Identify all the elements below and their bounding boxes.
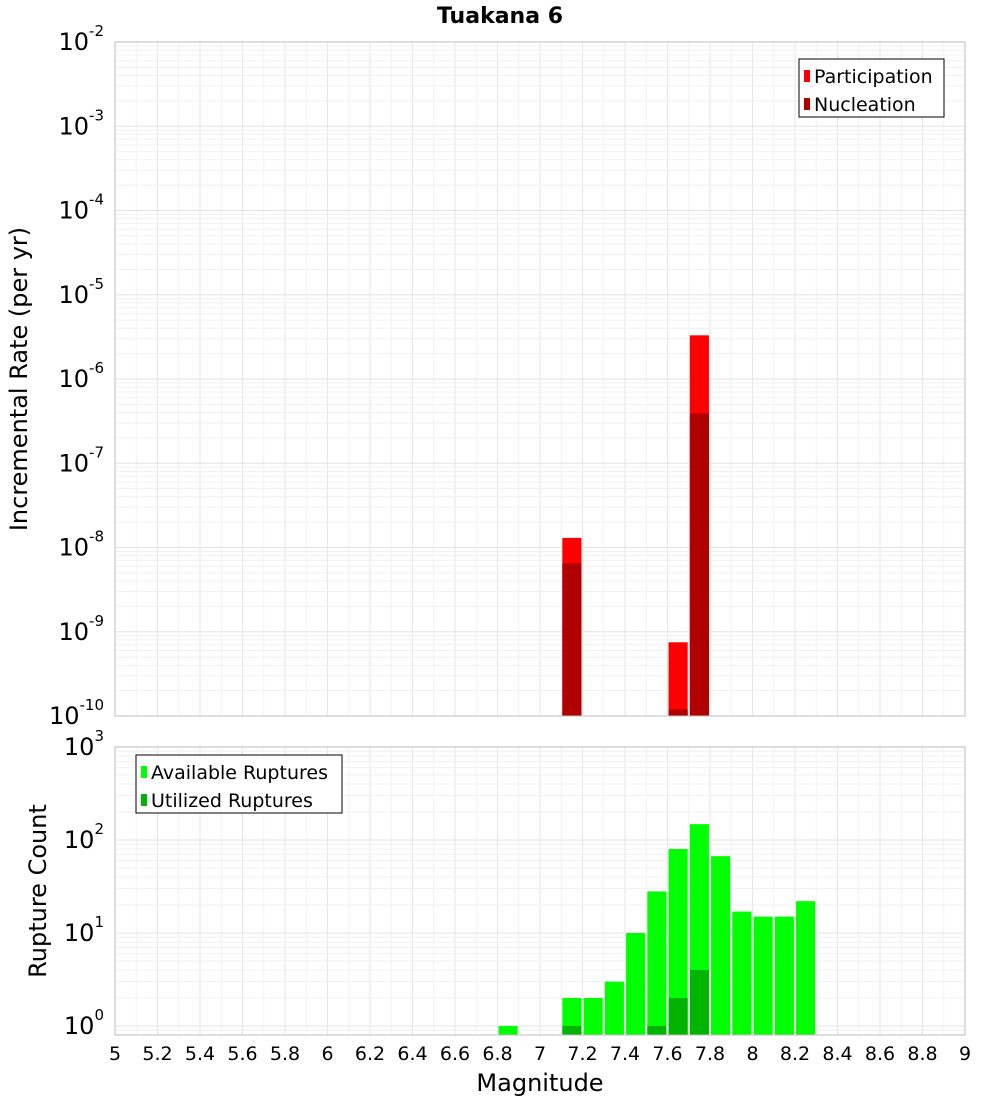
count-bar-0-6 xyxy=(668,849,688,1035)
rate-y-axis-title: Incremental Rate (per yr) xyxy=(5,227,33,531)
legend-swatch-0 xyxy=(141,766,147,778)
y-tick-label: 103 xyxy=(64,727,104,761)
x-tick-label: 7.4 xyxy=(610,1043,640,1065)
x-tick-label: 8.6 xyxy=(865,1043,895,1065)
legend-label-1: Nucleation xyxy=(814,94,916,116)
rate-legend: Participation Nucleation xyxy=(798,58,945,118)
legend-swatch-0 xyxy=(804,70,810,82)
x-tick-label: 7.2 xyxy=(567,1043,597,1065)
y-tick-label: 102 xyxy=(64,820,104,854)
x-tick-label: 8.8 xyxy=(907,1043,937,1065)
y-tick-label: 10-3 xyxy=(58,106,104,140)
rate-bar-1-2 xyxy=(689,413,709,716)
y-tick-label: 101 xyxy=(64,913,104,947)
legend-swatch-1 xyxy=(804,98,810,110)
x-tick-label: 6 xyxy=(321,1043,333,1065)
count-bar-0-1 xyxy=(562,997,582,1035)
count-bar-0-8 xyxy=(711,856,731,1035)
rate-bar-0-1 xyxy=(668,642,688,716)
y-tick-label: 10-8 xyxy=(58,528,104,562)
x-tick-label: 7.6 xyxy=(652,1043,682,1065)
rate-panel: 10-2 10-3 10-4 10-5 10-6 10-7 10-8 10-9 10-10 In… xyxy=(5,22,966,730)
count-bar-0-12 xyxy=(796,901,816,1035)
legend-label-1: Utilized Ruptures xyxy=(151,790,313,812)
count-legend: Available Ruptures Utilized Ruptures xyxy=(135,754,343,814)
y-tick-label: 10-6 xyxy=(58,359,104,393)
count-bar-1-1 xyxy=(647,1025,667,1035)
x-tick-label: 8.2 xyxy=(780,1043,810,1065)
x-tick-label: 5 xyxy=(109,1043,121,1065)
legend-label-0: Participation xyxy=(814,66,933,88)
x-tick-label: 7.8 xyxy=(695,1043,725,1065)
x-tick-label: 6.2 xyxy=(355,1043,385,1065)
legend-box xyxy=(798,58,945,118)
y-tick-label: 100 xyxy=(64,1006,104,1040)
count-bar-0-11 xyxy=(774,916,794,1035)
count-y-tick-labels: 103 102 101 100 xyxy=(64,727,104,1040)
x-axis-title: Magnitude xyxy=(476,1069,603,1097)
count-bar-0-2 xyxy=(583,997,603,1035)
x-tick-label: 5.2 xyxy=(142,1043,172,1065)
x-tick-label: 8 xyxy=(746,1043,758,1065)
count-bar-0-4 xyxy=(626,932,646,1035)
y-tick-label: 10-2 xyxy=(58,22,104,56)
x-tick-label: 8.4 xyxy=(822,1043,852,1065)
rate-grid xyxy=(114,41,966,717)
rate-bar-1-0 xyxy=(562,563,582,716)
x-tick-label: 6.6 xyxy=(440,1043,470,1065)
rate-y-tick-labels: 10-2 10-3 10-4 10-5 10-6 10-7 10-8 10-9 10-10 xyxy=(49,22,104,730)
count-bar-0-10 xyxy=(753,916,773,1035)
chart-title: Tuakana 6 xyxy=(437,4,563,29)
count-bar-0-3 xyxy=(604,981,624,1035)
count-plot-frame xyxy=(114,746,966,1036)
count-grid xyxy=(114,746,966,1036)
y-tick-label: 10-10 xyxy=(49,696,104,730)
rate-bars xyxy=(562,335,709,716)
count-bar-0-0 xyxy=(498,1025,518,1035)
x-tick-label: 6.4 xyxy=(397,1043,427,1065)
count-bar-1-2 xyxy=(668,997,688,1035)
rate-plot-frame xyxy=(114,41,966,717)
legend-label-0: Available Ruptures xyxy=(151,762,328,784)
count-y-axis-title: Rupture Count xyxy=(24,804,52,978)
count-bars xyxy=(498,824,816,1035)
x-tick-label: 5.4 xyxy=(185,1043,215,1065)
count-bar-0-9 xyxy=(732,911,752,1035)
rate-bar-1-1 xyxy=(668,709,688,716)
x-tick-label: 6.8 xyxy=(482,1043,512,1065)
x-tick-label: 5.6 xyxy=(227,1043,257,1065)
y-tick-label: 10-9 xyxy=(58,612,104,646)
y-tick-label: 10-4 xyxy=(58,191,104,225)
y-tick-label: 10-7 xyxy=(58,443,104,477)
legend-box xyxy=(135,754,343,814)
x-tick-label: 5.8 xyxy=(270,1043,300,1065)
x-tick-labels: 5 5.2 5.4 5.6 5.8 6 6.2 6.4 6.6 6.8 7 7.2 7.4 7.6 7.8 8… xyxy=(109,1043,971,1065)
x-tick-label: 7 xyxy=(534,1043,546,1065)
count-panel: 103 102 101 100 5 5.2 5.4 5.6 5.8 6 6.2 6.4 6.6 6.8 7… xyxy=(24,727,971,1097)
x-tick-label: 9 xyxy=(959,1043,971,1065)
y-tick-label: 10-5 xyxy=(58,275,104,309)
count-bar-0-5 xyxy=(647,891,667,1035)
count-bar-1-0 xyxy=(562,1025,582,1035)
count-bar-1-3 xyxy=(689,969,709,1035)
legend-swatch-1 xyxy=(141,794,147,806)
